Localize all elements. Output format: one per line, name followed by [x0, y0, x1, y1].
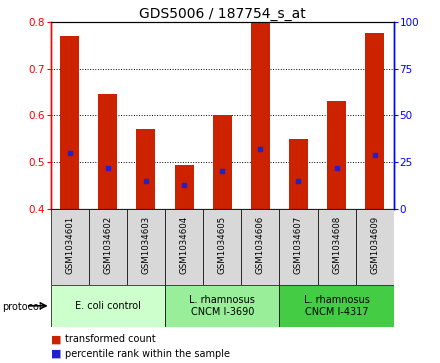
Point — [333, 165, 340, 171]
Text: transformed count: transformed count — [65, 334, 156, 344]
Bar — [51, 209, 89, 285]
Bar — [279, 285, 394, 327]
Text: E. coli control: E. coli control — [75, 301, 141, 311]
Bar — [327, 101, 346, 209]
Text: GSM1034605: GSM1034605 — [218, 216, 227, 274]
Text: GSM1034606: GSM1034606 — [256, 216, 265, 274]
Point — [257, 146, 264, 152]
Bar — [356, 209, 394, 285]
Point — [104, 165, 111, 171]
Point — [143, 178, 150, 184]
Bar — [98, 94, 117, 209]
Bar — [127, 209, 165, 285]
Bar — [175, 165, 194, 209]
Text: percentile rank within the sample: percentile rank within the sample — [65, 349, 230, 359]
Text: L. rhamnosus
CNCM I-4317: L. rhamnosus CNCM I-4317 — [304, 295, 370, 317]
Text: GSM1034608: GSM1034608 — [332, 216, 341, 274]
Bar — [203, 209, 241, 285]
Text: L. rhamnosus
CNCM I-3690: L. rhamnosus CNCM I-3690 — [189, 295, 255, 317]
Bar — [51, 285, 165, 327]
Point — [295, 178, 302, 184]
Bar — [60, 36, 79, 209]
Point — [66, 150, 73, 155]
Text: GSM1034603: GSM1034603 — [141, 216, 150, 274]
Bar — [165, 285, 279, 327]
Bar — [279, 209, 318, 285]
Bar — [136, 129, 155, 209]
Text: ■: ■ — [51, 334, 61, 344]
Text: GSM1034602: GSM1034602 — [103, 216, 112, 274]
Bar — [251, 23, 270, 209]
Bar — [213, 115, 232, 209]
Title: GDS5006 / 187754_s_at: GDS5006 / 187754_s_at — [139, 7, 305, 21]
Bar — [241, 209, 279, 285]
Point — [371, 152, 378, 158]
Point — [180, 183, 187, 188]
Text: GSM1034607: GSM1034607 — [294, 216, 303, 274]
Bar — [289, 139, 308, 209]
Bar — [89, 209, 127, 285]
Point — [219, 168, 226, 174]
Bar — [318, 209, 356, 285]
Text: GSM1034601: GSM1034601 — [65, 216, 74, 274]
Bar — [165, 209, 203, 285]
Text: GSM1034604: GSM1034604 — [180, 216, 189, 274]
Text: protocol: protocol — [2, 302, 42, 312]
Bar — [365, 33, 384, 209]
Text: ■: ■ — [51, 349, 61, 359]
Text: GSM1034609: GSM1034609 — [370, 216, 379, 274]
